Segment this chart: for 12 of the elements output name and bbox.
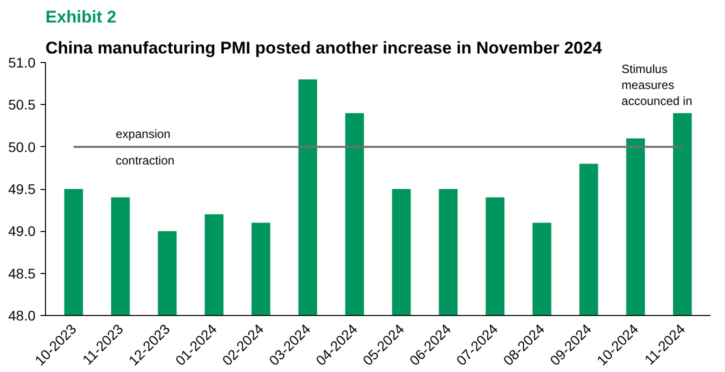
y-tick-label: 51.0 [8,54,36,70]
y-tick-label: 48.5 [8,265,36,282]
chart-title: China manufacturing PMI posted another increase in November 2024 [46,38,602,58]
y-tick-label: 48.0 [8,308,36,324]
annotation: Stimulus measures accounced in [622,62,692,108]
y-tick-label: 50.5 [8,96,36,113]
y-tick-label: 50.0 [8,138,36,155]
chart-subtitle: Exhibit 2 [46,8,116,26]
annotation: contraction [116,154,174,168]
annotation: expansion [116,126,170,141]
y-tick-label: 49.5 [8,181,36,197]
y-tick-label: 49.0 [8,223,36,240]
